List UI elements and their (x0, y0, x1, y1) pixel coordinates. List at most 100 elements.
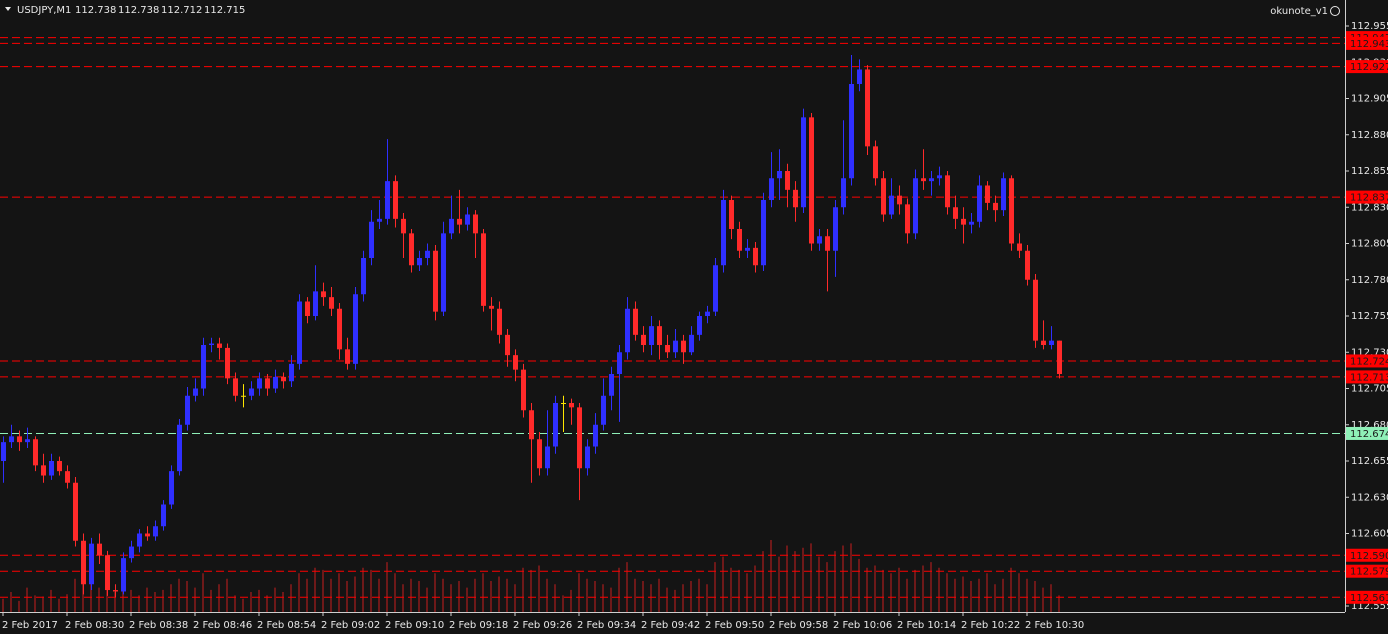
level-label-bg (1346, 36, 1388, 50)
candle-body (617, 352, 622, 374)
candle-body (217, 343, 222, 348)
y-tick-label: 112.805 (1351, 239, 1388, 250)
candle-body (865, 69, 870, 147)
candle-body (897, 195, 902, 205)
level-label: 112.943 (1350, 39, 1388, 50)
candle-body (25, 439, 30, 443)
candle-body (265, 378, 270, 389)
candle-body (577, 407, 582, 469)
candle-body (785, 171, 790, 190)
candle-body (241, 395, 246, 397)
candle-body (945, 175, 950, 208)
x-tick-label: 2 Feb 09:34 (577, 620, 636, 631)
candle-body (1017, 243, 1022, 251)
x-tick-label: 2 Feb 08:30 (65, 620, 124, 631)
indicator-name: okunote_v1 (1270, 6, 1328, 17)
candle-body (873, 146, 878, 179)
menu-arrow[interactable] (5, 7, 11, 11)
candle-body (369, 221, 374, 258)
candle-body (1033, 279, 1038, 341)
candle-body (937, 175, 942, 179)
candle-body (393, 181, 398, 219)
y-tick-label: 112.730 (1351, 347, 1388, 358)
level-label-bg (1346, 60, 1388, 74)
quote-value: 112.738 (75, 5, 116, 16)
candle-body (129, 546, 134, 559)
symbol: USDJPY,M1 (17, 5, 71, 16)
x-tick-label: 2 Feb 08:46 (193, 620, 252, 631)
x-tick-label: 2 Feb 09:42 (641, 620, 700, 631)
candle-body (297, 301, 302, 364)
candle-body (89, 543, 94, 585)
level-label: 112.674 (1350, 429, 1388, 440)
y-tick-label: 112.830 (1351, 202, 1388, 213)
candle-body (497, 308, 502, 335)
candle-body (233, 378, 238, 396)
candle-body (33, 439, 38, 466)
candle-body (201, 345, 206, 389)
candle-body (841, 178, 846, 208)
candle-body (409, 233, 414, 266)
candle-body (721, 200, 726, 266)
candle-body (1025, 250, 1030, 280)
candle-body (449, 218, 454, 234)
indicator-icon[interactable] (1330, 6, 1340, 16)
candle-body (585, 446, 590, 469)
candle-body (609, 374, 614, 396)
candle-body (705, 311, 710, 316)
level-label: 112.590 (1350, 551, 1388, 562)
level-label-bg (1346, 426, 1388, 440)
candle-body (889, 195, 894, 215)
candle-body (1001, 178, 1006, 211)
candle-body (177, 424, 182, 472)
candle-body (689, 334, 694, 353)
candle-body (545, 446, 550, 469)
y-tick-label: 112.755 (1351, 311, 1388, 322)
candle-body (737, 229, 742, 251)
level-label: 112.724 (1350, 356, 1388, 367)
candle-body (777, 171, 782, 179)
candle-body (857, 69, 862, 84)
candle-body (569, 403, 574, 408)
candle-body (289, 363, 294, 382)
level-label: 112.561 (1350, 593, 1388, 604)
candle-body (649, 326, 654, 345)
candle-body (513, 355, 518, 370)
candle-body (321, 291, 326, 298)
candle-body (425, 250, 430, 258)
candle-body (73, 482, 78, 541)
candle-body (1041, 340, 1046, 345)
y-tick-label: 112.705 (1351, 384, 1388, 395)
candle-body (921, 178, 926, 182)
candle-body (961, 218, 966, 225)
y-tick-label: 112.655 (1351, 456, 1388, 467)
candle-body (57, 461, 62, 472)
candle-body (281, 376, 286, 382)
candle-body (969, 221, 974, 225)
candle-body (17, 436, 22, 443)
candle-body (305, 301, 310, 316)
y-tick-label: 112.855 (1351, 166, 1388, 177)
quote-value: 112.712 (161, 5, 202, 16)
x-tick-label: 2 Feb 08:38 (129, 620, 188, 631)
y-tick-label: 112.680 (1351, 420, 1388, 431)
x-tick-label: 2 Feb 09:26 (513, 620, 572, 631)
quote-value: 112.715 (204, 5, 245, 16)
candle-body (225, 347, 230, 379)
candle-body (601, 395, 606, 425)
candle-body (169, 471, 174, 505)
x-tick-label: 2 Feb 09:18 (449, 620, 508, 631)
candle-body (993, 202, 998, 211)
y-tick-label: 112.555 (1351, 601, 1388, 612)
x-tick-label: 2 Feb 08:54 (257, 620, 316, 631)
candle-body (561, 403, 566, 404)
level-label-bg (1346, 354, 1388, 368)
candle-body (193, 388, 198, 396)
candle-body (881, 178, 886, 215)
candle-body (505, 334, 510, 356)
candle-body (681, 340, 686, 353)
x-tick-label: 2 Feb 09:02 (321, 620, 380, 631)
candle-body (825, 236, 830, 251)
level-label: 112.927 (1350, 62, 1388, 73)
